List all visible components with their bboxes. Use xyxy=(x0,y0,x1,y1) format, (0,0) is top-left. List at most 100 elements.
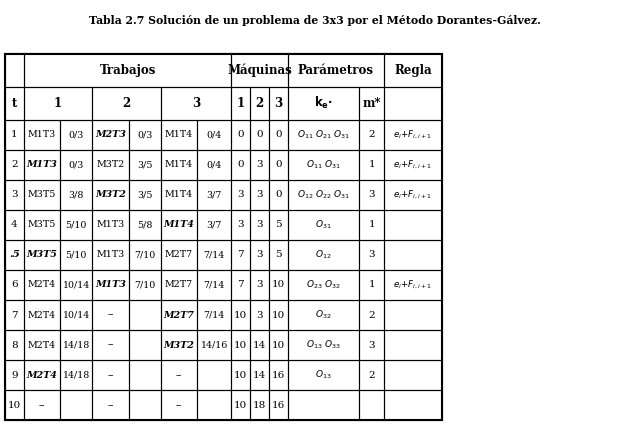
Text: 3: 3 xyxy=(238,190,244,199)
Bar xyxy=(359,210,384,240)
Text: 7/10: 7/10 xyxy=(134,250,156,259)
Text: 0: 0 xyxy=(238,160,244,169)
Text: $e_i{+}F_{i,i+1}$: $e_i{+}F_{i,i+1}$ xyxy=(393,128,432,141)
Bar xyxy=(5,300,24,330)
Bar xyxy=(24,240,60,270)
Bar xyxy=(5,54,24,86)
Bar xyxy=(5,330,24,360)
Text: 3/5: 3/5 xyxy=(137,190,152,199)
Text: 14/18: 14/18 xyxy=(62,371,89,380)
Bar xyxy=(93,390,129,420)
Bar xyxy=(60,270,93,300)
Bar xyxy=(287,270,359,300)
Bar xyxy=(24,210,60,240)
Bar xyxy=(287,180,359,210)
Text: 18: 18 xyxy=(253,401,266,410)
Bar xyxy=(161,210,197,240)
Bar xyxy=(161,360,197,390)
Text: M1T3: M1T3 xyxy=(26,160,57,169)
Text: --: -- xyxy=(176,371,182,380)
Bar xyxy=(250,119,269,150)
Bar xyxy=(250,150,269,180)
Bar xyxy=(161,300,197,330)
Bar xyxy=(287,150,359,180)
Bar xyxy=(384,330,442,360)
Text: 4: 4 xyxy=(11,220,18,229)
Text: 10: 10 xyxy=(234,311,248,320)
Text: 6: 6 xyxy=(11,280,18,289)
Text: 7: 7 xyxy=(238,280,244,289)
Text: 2: 2 xyxy=(369,371,375,380)
Text: 7: 7 xyxy=(238,250,244,259)
Bar xyxy=(359,360,384,390)
Text: M2T7: M2T7 xyxy=(164,311,195,320)
Text: 0/3: 0/3 xyxy=(69,130,84,139)
Bar xyxy=(5,119,24,150)
Text: m*: m* xyxy=(362,97,381,110)
Text: 0/3: 0/3 xyxy=(137,130,152,139)
Bar xyxy=(24,360,60,390)
Bar xyxy=(60,240,93,270)
Text: M3T2: M3T2 xyxy=(95,190,126,199)
Bar xyxy=(231,270,250,300)
Bar xyxy=(161,330,197,360)
Bar xyxy=(197,180,231,210)
Bar xyxy=(384,240,442,270)
Bar xyxy=(197,360,231,390)
Bar xyxy=(250,270,269,300)
Bar xyxy=(359,300,384,330)
Text: 3: 3 xyxy=(369,190,375,199)
Text: 9: 9 xyxy=(11,371,18,380)
Bar xyxy=(129,119,161,150)
Bar xyxy=(250,390,269,420)
Bar xyxy=(359,330,384,360)
Bar xyxy=(269,330,287,360)
Bar xyxy=(287,240,359,270)
Text: M1T3: M1T3 xyxy=(28,130,56,139)
Bar xyxy=(60,119,93,150)
Bar xyxy=(287,86,359,119)
Text: 1: 1 xyxy=(369,220,375,229)
Text: 3/7: 3/7 xyxy=(207,190,222,199)
Bar xyxy=(5,210,24,240)
Text: 2: 2 xyxy=(369,130,375,139)
Text: 2: 2 xyxy=(255,97,263,110)
Text: 0: 0 xyxy=(275,190,282,199)
Bar xyxy=(384,86,442,119)
Bar xyxy=(5,390,24,420)
Bar xyxy=(161,390,197,420)
Text: 3: 3 xyxy=(256,220,263,229)
Bar xyxy=(287,119,359,150)
Bar xyxy=(24,270,60,300)
Bar xyxy=(269,150,287,180)
Text: --: -- xyxy=(107,401,113,410)
Bar xyxy=(129,240,161,270)
Bar xyxy=(197,330,231,360)
Bar xyxy=(250,86,269,119)
Bar xyxy=(93,240,129,270)
Bar xyxy=(24,390,60,420)
Text: 10/14: 10/14 xyxy=(62,280,89,289)
Bar xyxy=(93,180,129,210)
Text: 3: 3 xyxy=(256,280,263,289)
Text: 0/3: 0/3 xyxy=(69,160,84,169)
Text: Parámetros: Parámetros xyxy=(298,63,374,77)
Text: M2T7: M2T7 xyxy=(165,250,193,259)
Bar xyxy=(231,210,250,240)
Text: $O_{13}$: $O_{13}$ xyxy=(315,369,332,381)
Text: 5/10: 5/10 xyxy=(66,220,87,229)
Text: 0: 0 xyxy=(256,130,263,139)
Text: $O_{11}\ O_{31}$: $O_{11}\ O_{31}$ xyxy=(306,158,341,171)
Bar xyxy=(384,180,442,210)
Text: 1: 1 xyxy=(369,280,375,289)
Bar xyxy=(5,240,24,270)
Bar xyxy=(129,270,161,300)
Bar xyxy=(250,360,269,390)
Text: 7/14: 7/14 xyxy=(203,280,225,289)
Bar xyxy=(60,330,93,360)
Text: $O_{31}$: $O_{31}$ xyxy=(315,219,332,231)
Bar xyxy=(250,240,269,270)
Text: 3/5: 3/5 xyxy=(137,160,152,169)
Bar xyxy=(231,150,250,180)
Bar xyxy=(161,240,197,270)
